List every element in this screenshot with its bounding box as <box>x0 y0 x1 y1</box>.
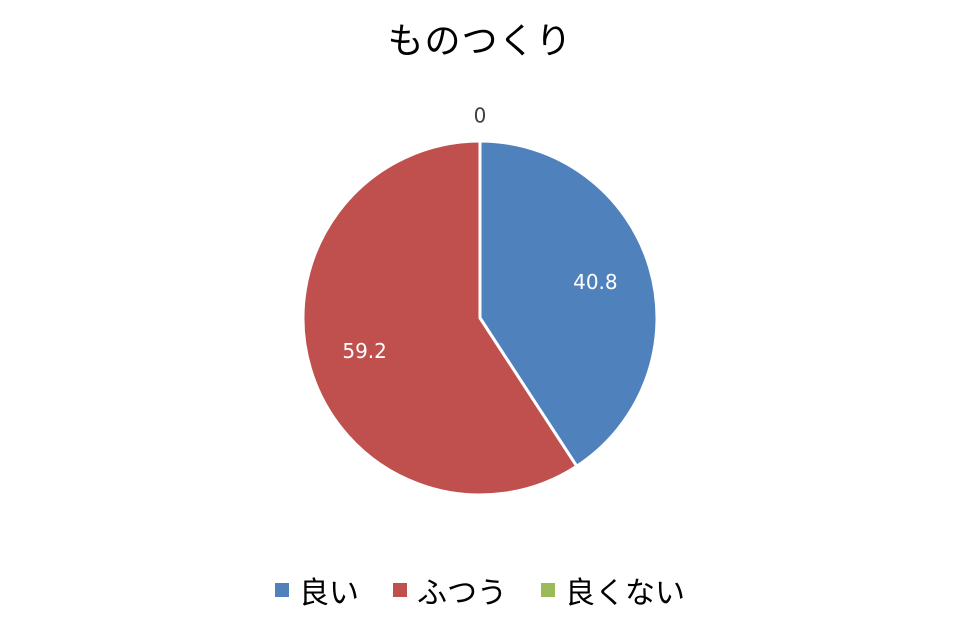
legend-item-2: 良くない <box>541 568 685 612</box>
pie-slices <box>301 139 659 497</box>
legend-label-2: 良くない <box>565 576 685 611</box>
legend-item-0: 良い <box>275 568 359 612</box>
legend-swatch-1 <box>393 583 407 597</box>
pie-slice-1 <box>301 139 579 497</box>
data-label-0: 40.8 <box>573 270 618 294</box>
pie-data-labels: 40.8 59.2 0 <box>342 104 617 363</box>
data-label-2: 0 <box>474 104 487 128</box>
legend-item-1: ふつう <box>393 568 507 612</box>
legend-label-1: ふつう <box>417 576 507 611</box>
legend: 良い ふつう 良くない <box>0 568 960 612</box>
data-label-1: 59.2 <box>342 339 387 363</box>
legend-swatch-0 <box>275 583 289 597</box>
legend-label-0: 良い <box>299 576 359 611</box>
legend-swatch-2 <box>541 583 555 597</box>
chart-title: ものつくり <box>387 21 573 62</box>
